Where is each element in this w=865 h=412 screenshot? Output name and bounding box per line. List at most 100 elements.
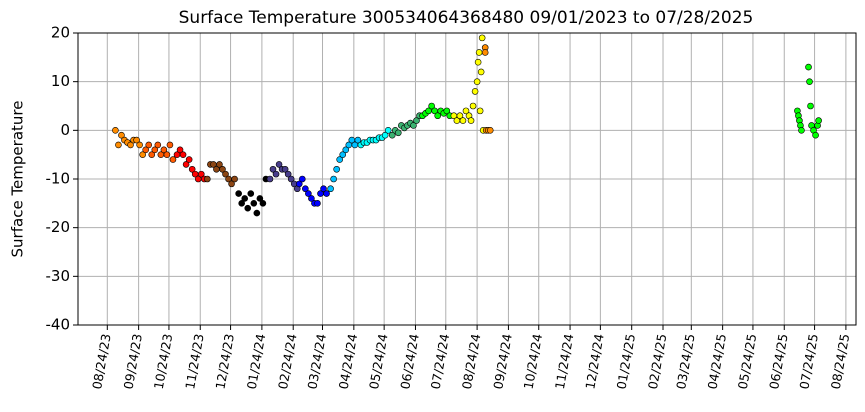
x-tick-label: 08/24/24 xyxy=(459,332,484,390)
data-point xyxy=(314,200,321,207)
y-axis-label: Surface Temperature xyxy=(9,101,27,258)
data-point xyxy=(222,170,229,178)
data-point xyxy=(247,190,255,197)
data-point xyxy=(384,127,392,134)
x-tick-label: 01/24/24 xyxy=(244,332,269,390)
data-point xyxy=(388,131,396,139)
data-point xyxy=(812,131,819,139)
data-point xyxy=(299,175,306,183)
x-tick-label: 08/24/25 xyxy=(828,333,853,391)
x-tick-label: 10/24/23 xyxy=(151,333,176,391)
data-point xyxy=(197,170,205,178)
data-point xyxy=(462,107,470,115)
data-point xyxy=(154,141,162,149)
data-point xyxy=(216,161,223,168)
y-tick-label: -40 xyxy=(46,316,71,334)
data-point xyxy=(118,131,125,139)
data-point xyxy=(127,141,134,149)
data-point xyxy=(474,58,482,66)
grid xyxy=(78,32,856,326)
x-tick-label: 01/24/25 xyxy=(614,333,639,391)
data-point xyxy=(188,165,196,173)
data-point xyxy=(182,161,190,168)
data-point xyxy=(327,185,334,193)
x-tick-label: 02/24/24 xyxy=(275,332,300,390)
data-point xyxy=(428,102,435,110)
x-tick-label: 04/24/24 xyxy=(336,332,361,390)
data-point xyxy=(231,175,238,183)
data-point xyxy=(305,190,312,197)
data-point xyxy=(459,117,467,124)
data-point xyxy=(486,127,494,134)
y-tick-label: -30 xyxy=(46,267,71,285)
data-point xyxy=(235,190,242,197)
x-tick-label: 05/24/25 xyxy=(735,333,760,391)
data-point xyxy=(354,136,362,144)
x-tick-label: 11/24/24 xyxy=(552,332,577,390)
data-point xyxy=(238,200,245,207)
data-point xyxy=(394,129,402,137)
data-point xyxy=(272,170,280,178)
y-tick-label: 0 xyxy=(60,121,70,139)
y-tick-label: -20 xyxy=(46,218,71,236)
x-tick-label: 08/24/23 xyxy=(89,333,114,391)
data-point xyxy=(148,151,156,158)
data-point xyxy=(333,165,340,173)
data-point xyxy=(410,122,417,129)
data-point xyxy=(241,195,249,202)
data-point xyxy=(471,88,479,95)
data-point xyxy=(339,151,347,158)
data-point xyxy=(281,165,289,173)
data-point xyxy=(275,161,283,168)
data-point xyxy=(798,127,805,134)
x-tick-label: 04/24/25 xyxy=(705,333,730,391)
data-point xyxy=(323,190,330,197)
chart-title: Surface Temperature 300534064368480 09/0… xyxy=(179,8,754,28)
data-point xyxy=(805,63,812,71)
data-point xyxy=(244,204,252,212)
data-point xyxy=(115,141,122,149)
data-point xyxy=(806,78,813,85)
data-point xyxy=(219,165,226,173)
data-point xyxy=(342,146,350,154)
data-point xyxy=(320,185,327,193)
data-point xyxy=(287,175,295,183)
data-point xyxy=(151,146,159,154)
data-point xyxy=(308,195,315,202)
data-point xyxy=(139,151,146,158)
x-tick-label: 12/24/23 xyxy=(212,333,237,391)
x-tick-label: 10/24/24 xyxy=(521,332,546,390)
data-point xyxy=(259,200,267,207)
data-point xyxy=(204,175,211,183)
x-tick-label: 09/24/23 xyxy=(121,333,146,391)
data-point xyxy=(269,165,277,173)
data-point xyxy=(456,112,464,120)
data-point xyxy=(256,195,264,202)
data-point xyxy=(253,209,261,217)
data-point xyxy=(112,127,119,134)
data-point xyxy=(302,185,309,193)
data-point xyxy=(295,180,303,188)
data-point xyxy=(284,170,292,178)
x-tick-label: 09/24/24 xyxy=(490,332,515,390)
y-tick-label: 10 xyxy=(51,72,70,90)
y-tick-label: -10 xyxy=(46,170,71,188)
data-point xyxy=(467,117,475,124)
data-point xyxy=(250,200,258,207)
data-point xyxy=(169,156,177,163)
x-tick-label: 12/24/24 xyxy=(582,332,607,390)
data-point xyxy=(807,102,814,110)
data-point xyxy=(142,146,149,154)
x-tick-label: 05/24/24 xyxy=(366,332,391,390)
data-point xyxy=(266,175,274,183)
data-point xyxy=(413,117,420,124)
data-point xyxy=(381,131,389,139)
data-point xyxy=(133,136,140,144)
data-point xyxy=(469,102,477,110)
y-tick-label: 20 xyxy=(51,24,70,42)
x-tick-label: 06/24/24 xyxy=(397,332,422,390)
x-tick-label: 02/24/25 xyxy=(645,333,670,391)
data-point xyxy=(176,146,184,154)
x-tick-label: 11/24/23 xyxy=(182,333,207,391)
